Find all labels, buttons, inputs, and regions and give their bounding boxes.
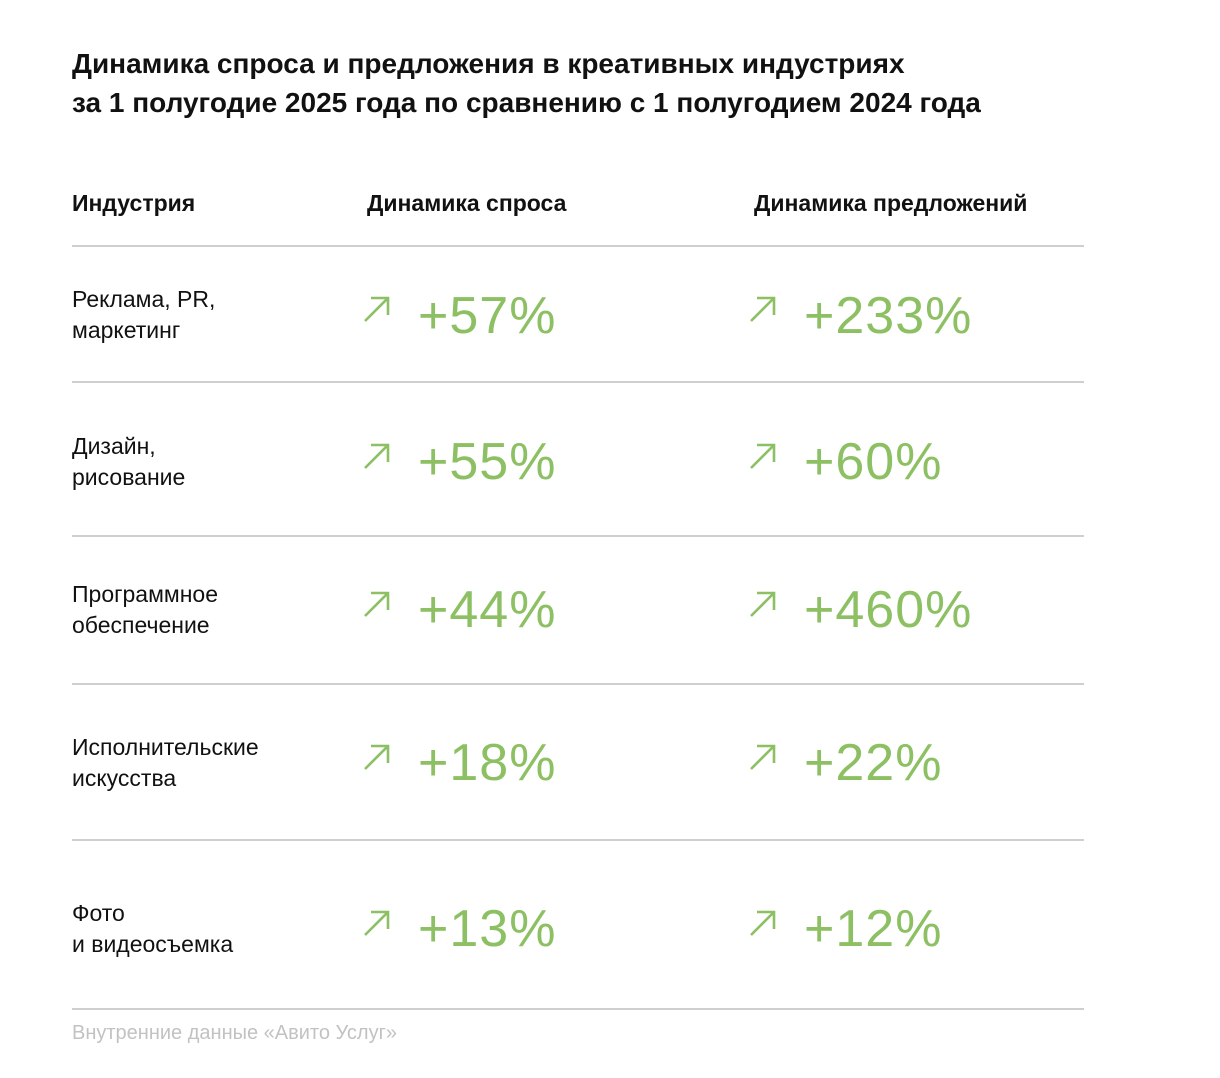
demand-value: +18% (418, 734, 557, 792)
table-divider (72, 245, 1084, 247)
arrow-up-right-icon (748, 742, 778, 772)
industry-label: Фото и видеосъемка (72, 900, 234, 957)
arrow-up-right-icon (362, 589, 392, 619)
arrow-up-right-icon (748, 589, 778, 619)
table-divider (72, 683, 1084, 685)
arrow-up-right-icon (362, 441, 392, 471)
chart-title-line-1: Динамика спроса и предложения в креативн… (72, 48, 905, 79)
column-header-demand: Динамика спроса (367, 190, 567, 216)
column-header-supply: Динамика предложений (754, 190, 1028, 216)
supply-value: +22% (804, 734, 943, 792)
arrow-up-right-icon (362, 294, 392, 324)
supply-value: +460% (804, 581, 973, 639)
arrow-up-right-icon (748, 294, 778, 324)
table-divider (72, 1008, 1084, 1010)
chart-title-line-2: за 1 полугодие 2025 года по сравнению с … (72, 87, 981, 118)
arrow-up-right-icon (748, 441, 778, 471)
demand-value: +57% (418, 287, 557, 345)
industry-label: Исполнительские искусства (72, 734, 259, 791)
demand-value: +13% (418, 900, 557, 958)
supply-value: +12% (804, 900, 943, 958)
table-divider (72, 535, 1084, 537)
demand-value: +44% (418, 581, 557, 639)
chart-title: Динамика спроса и предложения в креативн… (72, 44, 981, 122)
industry-label: Реклама, PR, маркетинг (72, 286, 216, 343)
industry-label: Дизайн, рисование (72, 433, 186, 490)
demand-value: +55% (418, 433, 557, 491)
column-header-industry: Индустрия (72, 190, 196, 216)
supply-value: +60% (804, 433, 943, 491)
arrow-up-right-icon (362, 908, 392, 938)
arrow-up-right-icon (362, 742, 392, 772)
table-divider (72, 381, 1084, 383)
arrow-up-right-icon (748, 908, 778, 938)
industry-label: Программное обеспечение (72, 581, 218, 638)
table-divider (72, 839, 1084, 841)
supply-value: +233% (804, 287, 973, 345)
source-note: Внутренние данные «Авито Услуг» (72, 1022, 397, 1044)
